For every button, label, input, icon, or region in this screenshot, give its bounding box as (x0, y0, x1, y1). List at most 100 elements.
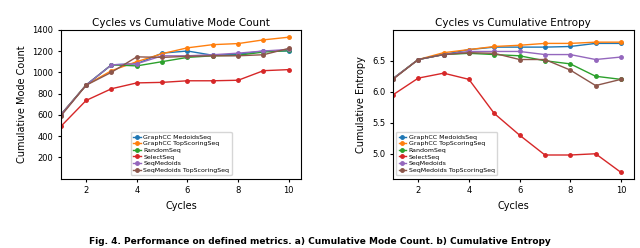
Text: Fig. 4. Performance on defined metrics. a) Cumulative Mode Count. b) Cumulative : Fig. 4. Performance on defined metrics. … (89, 237, 551, 246)
Title: Cycles vs Cumulative Entropy: Cycles vs Cumulative Entropy (435, 18, 591, 28)
SelectSeq (158, 81, 166, 84)
Line: RandomSeq: RandomSeq (391, 52, 623, 81)
GraphCC TopScoringSeq (108, 69, 115, 72)
Line: SeqMedoids TopScoringSeq: SeqMedoids TopScoringSeq (391, 51, 623, 87)
RandomSeq (541, 59, 548, 62)
RandomSeq (566, 62, 574, 65)
GraphCC TopScoringSeq (209, 43, 217, 46)
GraphCC MedoidsSeq (184, 50, 191, 53)
SeqMedoids (541, 53, 548, 56)
X-axis label: Cycles: Cycles (497, 201, 529, 211)
GraphCC TopScoringSeq (158, 52, 166, 55)
Y-axis label: Cumulative Entropy: Cumulative Entropy (356, 56, 367, 153)
SeqMedoids TopScoringSeq (234, 54, 242, 57)
GraphCC MedoidsSeq (108, 63, 115, 66)
GraphCC TopScoringSeq (133, 60, 141, 63)
RandomSeq (83, 84, 90, 87)
GraphCC MedoidsSeq (566, 45, 574, 48)
GraphCC TopScoringSeq (83, 84, 90, 87)
GraphCC MedoidsSeq (389, 77, 397, 80)
GraphCC TopScoringSeq (184, 46, 191, 49)
GraphCC TopScoringSeq (234, 42, 242, 45)
RandomSeq (108, 63, 115, 66)
SeqMedoids (83, 84, 90, 87)
RandomSeq (592, 75, 600, 78)
SeqMedoids (108, 63, 115, 66)
SelectSeq (209, 79, 217, 82)
GraphCC TopScoringSeq (389, 77, 397, 80)
GraphCC TopScoringSeq (566, 42, 574, 45)
SeqMedoids (592, 58, 600, 61)
SelectSeq (415, 77, 422, 80)
SelectSeq (617, 171, 625, 174)
GraphCC TopScoringSeq (440, 51, 447, 54)
SeqMedoids (184, 54, 191, 57)
Line: SeqMedoids: SeqMedoids (391, 50, 623, 81)
RandomSeq (133, 64, 141, 67)
SeqMedoids (158, 54, 166, 57)
GraphCC MedoidsSeq (617, 42, 625, 45)
SeqMedoids TopScoringSeq (260, 53, 268, 56)
SelectSeq (260, 69, 268, 72)
SeqMedoids TopScoringSeq (184, 55, 191, 58)
Line: SeqMedoids TopScoringSeq: SeqMedoids TopScoringSeq (59, 47, 291, 118)
X-axis label: Cycles: Cycles (165, 201, 197, 211)
SeqMedoids TopScoringSeq (566, 69, 574, 72)
SeqMedoids (440, 53, 447, 56)
RandomSeq (285, 49, 292, 52)
GraphCC MedoidsSeq (490, 46, 498, 49)
SelectSeq (83, 99, 90, 102)
SelectSeq (184, 79, 191, 82)
SeqMedoids TopScoringSeq (133, 55, 141, 58)
SelectSeq (566, 154, 574, 156)
SeqMedoids (234, 52, 242, 55)
SeqMedoids TopScoringSeq (541, 58, 548, 61)
SeqMedoids TopScoringSeq (158, 56, 166, 59)
SeqMedoids TopScoringSeq (83, 84, 90, 87)
SeqMedoids (209, 53, 217, 56)
SeqMedoids (260, 50, 268, 53)
RandomSeq (389, 77, 397, 80)
GraphCC MedoidsSeq (158, 52, 166, 55)
SeqMedoids TopScoringSeq (415, 58, 422, 61)
RandomSeq (440, 53, 447, 56)
SeqMedoids TopScoringSeq (490, 52, 498, 55)
SelectSeq (440, 72, 447, 75)
SeqMedoids (490, 50, 498, 53)
GraphCC MedoidsSeq (415, 58, 422, 61)
SeqMedoids TopScoringSeq (209, 54, 217, 57)
SeqMedoids (415, 58, 422, 61)
RandomSeq (465, 52, 473, 55)
GraphCC MedoidsSeq (465, 48, 473, 51)
GraphCC MedoidsSeq (57, 113, 65, 116)
GraphCC MedoidsSeq (260, 50, 268, 53)
Y-axis label: Cumulative Mode Count: Cumulative Mode Count (17, 45, 27, 163)
RandomSeq (490, 53, 498, 56)
GraphCC TopScoringSeq (617, 41, 625, 44)
SelectSeq (389, 93, 397, 96)
Line: GraphCC MedoidsSeq: GraphCC MedoidsSeq (59, 49, 291, 117)
SelectSeq (234, 79, 242, 82)
GraphCC MedoidsSeq (285, 50, 292, 53)
SeqMedoids (566, 53, 574, 56)
SeqMedoids TopScoringSeq (389, 78, 397, 81)
Line: GraphCC TopScoringSeq: GraphCC TopScoringSeq (391, 40, 623, 81)
SeqMedoids TopScoringSeq (440, 53, 447, 56)
GraphCC TopScoringSeq (415, 58, 422, 61)
Line: SelectSeq: SelectSeq (59, 68, 291, 128)
SelectSeq (108, 87, 115, 90)
Line: GraphCC TopScoringSeq: GraphCC TopScoringSeq (59, 35, 291, 117)
Line: GraphCC MedoidsSeq: GraphCC MedoidsSeq (391, 42, 623, 81)
GraphCC MedoidsSeq (133, 62, 141, 65)
SelectSeq (490, 112, 498, 115)
SeqMedoids TopScoringSeq (516, 58, 524, 61)
GraphCC MedoidsSeq (516, 46, 524, 49)
SeqMedoids (516, 50, 524, 53)
GraphCC TopScoringSeq (592, 41, 600, 44)
SeqMedoids (285, 48, 292, 51)
GraphCC MedoidsSeq (234, 53, 242, 56)
RandomSeq (158, 60, 166, 63)
RandomSeq (234, 54, 242, 57)
SelectSeq (133, 81, 141, 84)
Line: RandomSeq: RandomSeq (59, 49, 291, 117)
